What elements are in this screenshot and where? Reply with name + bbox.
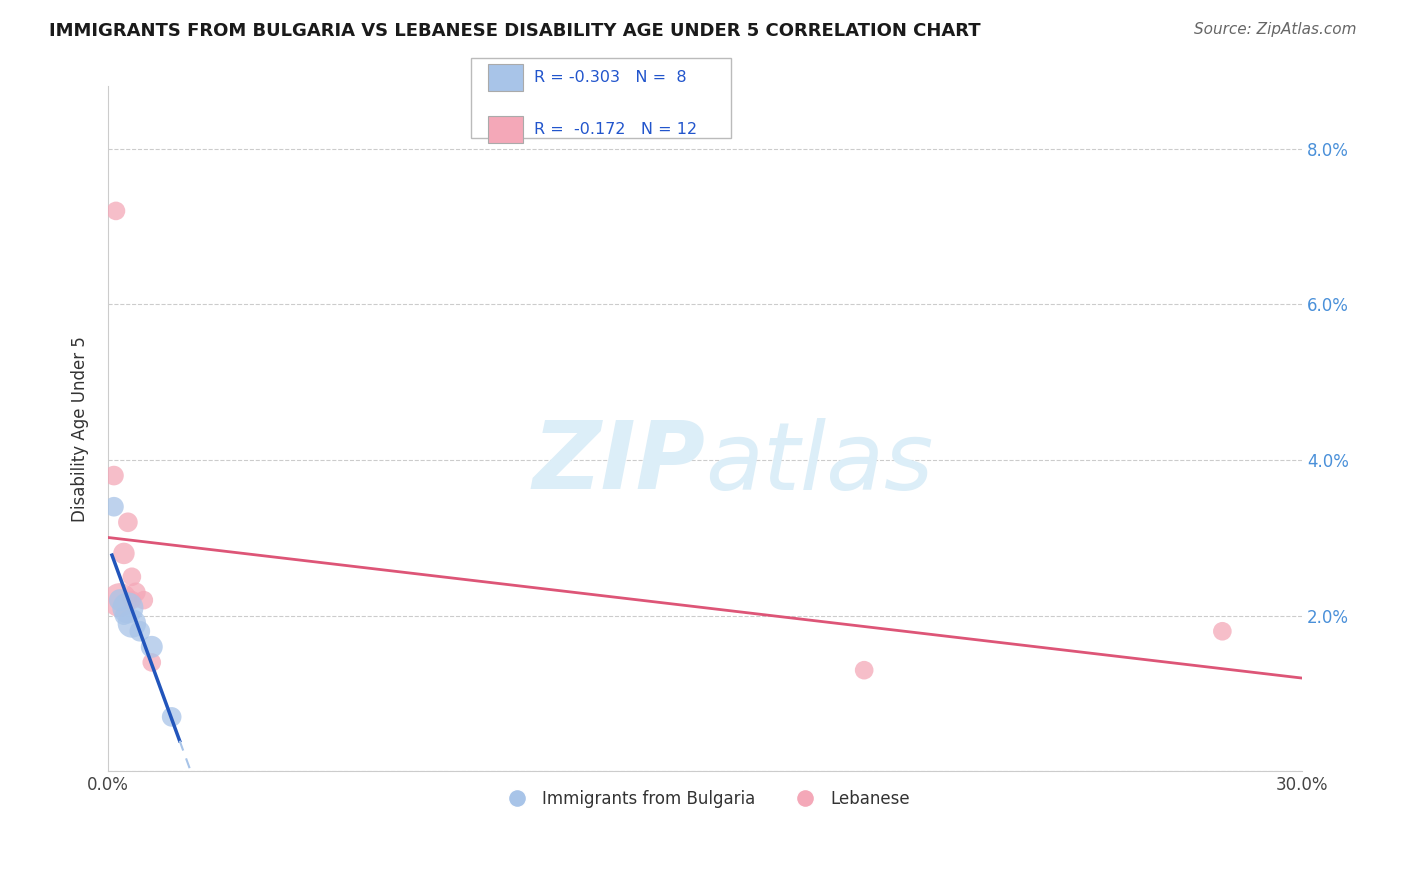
Legend: Immigrants from Bulgaria, Lebanese: Immigrants from Bulgaria, Lebanese [494,783,917,814]
Point [104,203,127,218]
Text: IMMIGRANTS FROM BULGARIA VS LEBANESE DISABILITY AGE UNDER 5 CORRELATION CHART: IMMIGRANTS FROM BULGARIA VS LEBANESE DIS… [49,22,981,40]
Point [108,593,131,607]
Point [128,624,150,639]
Point [121,593,143,607]
Point [160,710,183,724]
Point [853,663,876,677]
Text: R = -0.303   N =  8: R = -0.303 N = 8 [534,70,688,85]
Point [132,593,155,607]
Point [112,546,135,560]
Point [125,585,148,599]
Point [108,593,131,607]
Point [103,468,125,483]
Point [112,608,135,623]
Text: R =  -0.172   N = 12: R = -0.172 N = 12 [534,122,697,136]
Point [121,616,143,631]
Point [103,500,125,514]
Point [1211,624,1233,639]
Point [117,601,139,615]
Point [141,656,163,670]
Point [141,640,163,654]
Text: ZIP: ZIP [531,417,704,509]
Text: atlas: atlas [704,417,934,508]
Text: Source: ZipAtlas.com: Source: ZipAtlas.com [1194,22,1357,37]
Y-axis label: Disability Age Under 5: Disability Age Under 5 [72,336,89,522]
Point [117,516,139,530]
Point [121,570,143,584]
